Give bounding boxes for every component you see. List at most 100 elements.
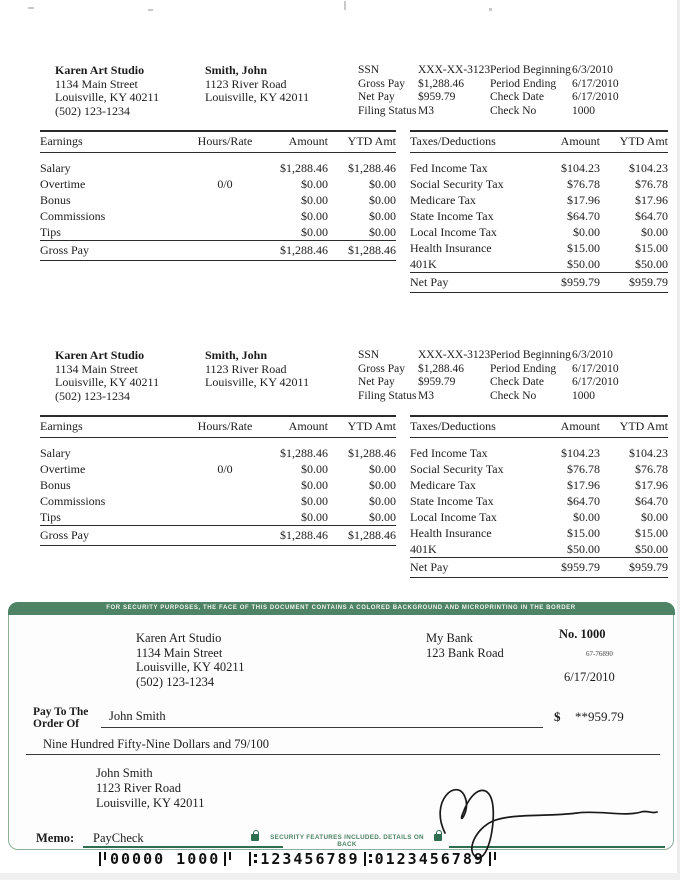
deduction-ytd: $104.23 [629,445,668,460]
deduction-ytd: $15.00 [635,240,668,255]
table-row: Salary $1,288.46 $1,288.46 [40,160,396,176]
bank-block: My Bank 123 Bank Road [426,631,504,660]
table-row: Bonus $0.00 $0.00 [40,192,396,208]
deduction-label: Local Income Tax [410,509,497,524]
table-row: Medicare Tax $17.96 $17.96 [410,192,668,208]
gross-pay-ytd: $1,288.46 [328,525,396,546]
earning-amount: $0.00 [301,493,328,508]
security-note: SECURITY FEATURES INCLUDED. DETAILS ON B… [270,834,424,848]
amount-header: Amount [538,416,600,438]
micr-account-number: 0123456789 [374,850,485,868]
company-phone: (502) 123-1234 [55,388,130,403]
earnings-header: Earnings [40,131,190,153]
earning-amount: $1,288.46 [280,445,328,460]
signature [439,789,658,859]
earning-label: Commissions [40,208,106,223]
earnings-header-row: Earnings Hours/Rate Amount YTD Amt [40,131,396,153]
table-row: Social Security Tax $76.78 $76.78 [410,461,668,477]
deduction-amount: $17.96 [567,477,600,492]
period-label: Check No [490,104,537,117]
deduction-label: State Income Tax [410,208,494,223]
deduction-amount: $50.00 [567,256,600,271]
net-pay-row: Net Pay $959.79 $959.79 [410,272,668,293]
micr-line: 00000 1000 123456789 0123456789 [95,849,500,869]
hours-rate-header: Hours/Rate [190,416,260,438]
net-pay-amount: $959.79 [538,557,600,578]
period-value: 6/17/2010 [572,77,619,90]
earning-amount: $0.00 [301,461,328,476]
check-date: 6/17/2010 [564,670,615,684]
earning-ytd: $0.00 [369,176,396,191]
deductions-header: Taxes/Deductions [410,416,538,438]
earning-label: Salary [40,445,71,460]
micr-check-number: 00000 1000 [110,850,221,868]
deduction-label: Medicare Tax [410,192,476,207]
gross-pay-row: Gross Pay $1,288.46 $1,288.46 [40,240,396,261]
deduction-ytd: $104.23 [629,160,668,175]
lock-icon [251,830,261,846]
ytd-header: YTD Amt [328,416,396,438]
earning-ytd: $0.00 [369,509,396,524]
micr-transit-icon [248,852,258,866]
summary-label: Gross Pay [358,77,405,90]
ytd-header: YTD Amt [600,416,668,438]
scan-artifact [28,7,34,9]
deductions-header-row: Taxes/Deductions Amount YTD Amt [410,131,668,153]
amount-header: Amount [260,131,328,153]
employee-name: Smith, John [205,348,268,362]
company-address2: Louisville, KY 40211 [55,375,160,389]
deduction-label: Social Security Tax [410,176,504,191]
table-row: Fed Income Tax $104.23 $104.23 [410,445,668,461]
summary-value: $959.79 [418,91,456,103]
deduction-label: Medicare Tax [410,477,476,492]
summary-value: $1,288.46 [418,77,464,90]
deduction-ytd: $76.78 [635,176,668,191]
deduction-amount: $64.70 [567,208,600,223]
payee-address-line: 1123 River Road [96,781,181,795]
net-pay-label: Net Pay [410,557,538,578]
gross-pay-label: Gross Pay [40,240,190,261]
micr-onus-icon [488,852,497,866]
net-pay-ytd: $959.79 [600,272,668,293]
summary-value: XXX-XX-3123 [418,349,491,361]
period-label: Check No [490,389,537,402]
deduction-amount: $104.23 [561,445,600,460]
payee-address-line: Louisville, KY 42011 [96,796,205,810]
scan-edge [677,0,680,880]
payee-underline [101,727,543,728]
deduction-amount: $104.23 [561,160,600,175]
earning-hours: 0/0 [217,176,233,191]
earning-ytd: $0.00 [369,192,396,207]
company-phone: (502) 123-1234 [55,103,130,118]
company-block: Karen Art Studio 1134 Main Street Louisv… [55,63,159,118]
deduction-amount: $76.78 [567,176,600,191]
employee-block: Smith, John 1123 River Road Louisville, … [205,63,309,105]
period-value: 6/17/2010 [572,91,619,103]
bank-name: My Bank [426,631,473,645]
deduction-amount: $76.78 [567,461,600,476]
scan-artifact [344,1,346,10]
earning-amount: $0.00 [301,224,328,239]
deduction-label: Local Income Tax [410,224,497,239]
amount-words-underline [26,754,660,755]
summary-value: XXX-XX-3123 [418,64,491,76]
company-name: Karen Art Studio [55,348,145,362]
table-row: Salary $1,288.46 $1,288.46 [40,445,396,461]
deduction-amount: $0.00 [573,224,600,239]
summary-value: $1,288.46 [418,362,464,375]
employee-address1: 1123 River Road [205,76,287,91]
deduction-amount: $15.00 [567,240,600,255]
pay-to-line2: Order Of [33,717,80,730]
earning-label: Tips [40,224,61,239]
summary-label: Net Pay [358,376,395,388]
net-pay-label: Net Pay [410,272,538,293]
table-row: State Income Tax $64.70 $64.70 [410,493,668,509]
table-row: Tips $0.00 $0.00 [40,224,396,241]
payee-name: John Smith [109,709,166,723]
deductions-header-row: Taxes/Deductions Amount YTD Amt [410,416,668,438]
lock-icon [434,830,444,846]
deductions-header: Taxes/Deductions [410,131,538,153]
earnings-table: Earnings Hours/Rate Amount YTD Amt Salar… [40,415,396,546]
company-address1: 1134 Main Street [55,361,138,376]
company-address1: 1134 Main Street [55,76,138,91]
